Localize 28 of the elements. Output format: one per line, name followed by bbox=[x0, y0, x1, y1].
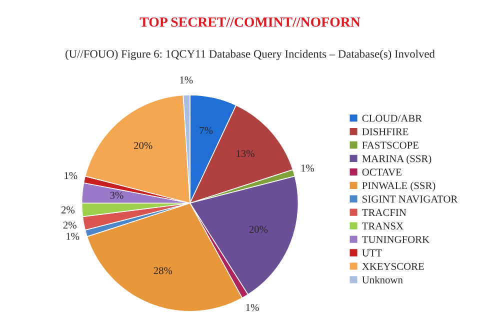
legend-label: UTT bbox=[362, 250, 382, 256]
data-label: 1% bbox=[64, 172, 78, 180]
data-label: 2% bbox=[61, 206, 75, 214]
data-label: 7% bbox=[200, 126, 213, 134]
legend-label: PINWALE (SSR) bbox=[362, 182, 436, 192]
legend-label: XKEYSCORE bbox=[362, 262, 424, 270]
legend-label: Unknown bbox=[362, 276, 403, 284]
chart-subtitle: (U//FOUO) Figure 6: 1QCY11 Database Query Incidents – Database(s) Involved bbox=[66, 50, 435, 60]
data-label: 1% bbox=[66, 232, 80, 240]
legend-label: FASTSCOPE bbox=[362, 142, 418, 149]
legend-label: TRACFIN bbox=[362, 209, 406, 216]
data-label: 2% bbox=[63, 222, 76, 229]
chart-title: TOP SECRET//COMINT//NOFORN bbox=[140, 17, 360, 27]
legend-label: OCTAVE bbox=[362, 168, 402, 176]
data-label: 3% bbox=[110, 192, 124, 199]
data-label: 1% bbox=[180, 76, 193, 84]
data-label: 28% bbox=[154, 267, 172, 274]
legend-label: MARINA (SSR) bbox=[362, 154, 432, 164]
data-label: 1% bbox=[301, 164, 314, 172]
legend-label: CLOUD/ABR bbox=[362, 114, 422, 122]
data-label: 13% bbox=[236, 150, 254, 158]
data-label: 1% bbox=[246, 304, 259, 312]
legend-label: SIGINT NAVIGATOR bbox=[362, 196, 458, 203]
data-label: 20% bbox=[249, 226, 268, 233]
legend-label: TUNINGFORK bbox=[362, 236, 430, 243]
legend-label: DISHFIRE bbox=[362, 128, 408, 136]
data-label: 20% bbox=[134, 142, 152, 150]
legend-label: TRANSX bbox=[362, 222, 404, 230]
